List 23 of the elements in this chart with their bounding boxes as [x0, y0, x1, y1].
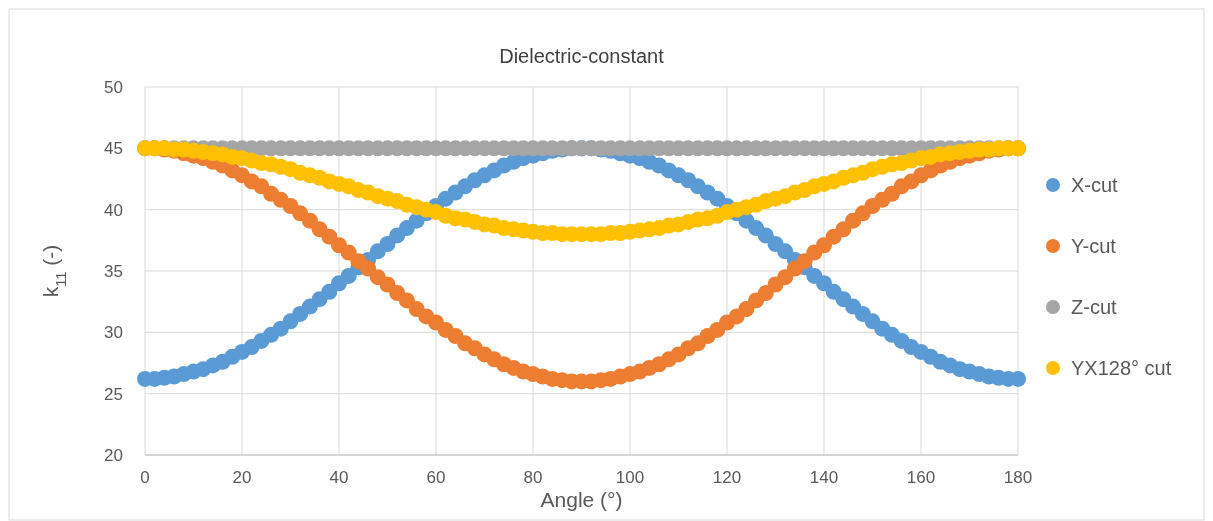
y-tick-label: 35 — [104, 262, 123, 281]
x-tick-label: 40 — [329, 468, 349, 487]
legend-label: Z-cut — [1071, 296, 1117, 318]
x-tick-label: 160 — [906, 468, 936, 487]
x-tick-label: 100 — [615, 468, 645, 487]
legend-label: Y-cut — [1071, 235, 1117, 257]
chart-title: Dielectric-constant — [499, 45, 665, 67]
x-tick-label: 180 — [1003, 468, 1033, 487]
x-tick-label: 140 — [809, 468, 839, 487]
legend-label: YX128° cut — [1071, 357, 1172, 379]
y-tick-label: 50 — [104, 78, 123, 97]
x-tick-label: 20 — [232, 468, 252, 487]
x-axis-title: Angle (°) — [540, 488, 623, 511]
x-tick-label: 60 — [426, 468, 446, 487]
x-tick-label: 80 — [523, 468, 543, 487]
x-tick-label: 120 — [712, 468, 742, 487]
y-tick-label: 30 — [104, 323, 123, 343]
legend-label: X-cut — [1071, 174, 1119, 196]
y-tick-label: 40 — [104, 200, 123, 220]
y-tick-label: 25 — [104, 384, 123, 404]
x-tick-label: 0 — [140, 468, 150, 487]
y-tick-label: 20 — [104, 446, 123, 465]
y-tick-label: 45 — [104, 139, 123, 159]
